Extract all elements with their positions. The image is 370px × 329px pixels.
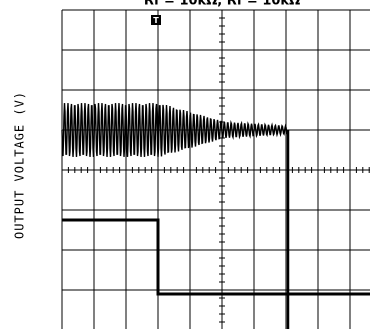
trigger-marker [151, 15, 161, 25]
y-axis-label: OUTPUT VOLTAGE (V) [13, 91, 27, 239]
trigger-label: T [153, 16, 159, 25]
output-trace [61, 103, 289, 157]
grid [61, 9, 370, 329]
chart-title: Rf = 10kΩ, Rf = 10kΩ [144, 0, 300, 9]
input-trace [62, 218, 370, 296]
